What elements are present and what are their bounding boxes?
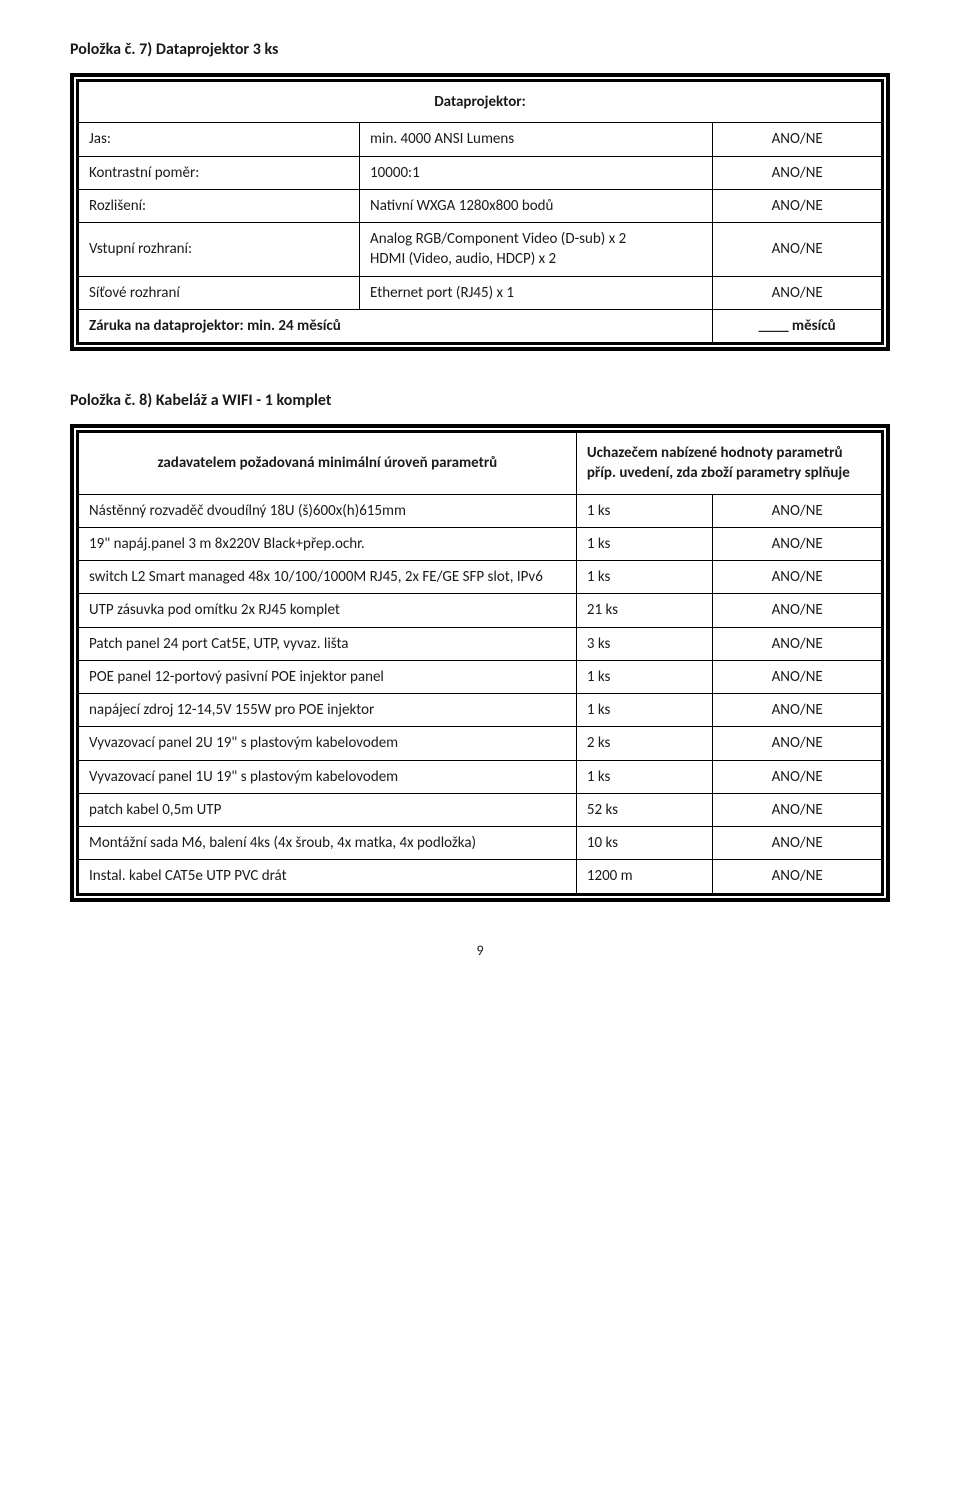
- row-label: 19" napáj.panel 3 m 8x220V Black+přep.oc…: [79, 527, 577, 560]
- row-qty: 1200 m: [576, 860, 713, 893]
- row-label: Vstupní rozhraní:: [79, 223, 360, 277]
- row-qty: 1 ks: [576, 527, 713, 560]
- row-ano: ANO/NE: [713, 189, 882, 222]
- table-row: napájecí zdroj 12-14,5V 155W pro POE inj…: [79, 694, 882, 727]
- kabelaz-table: zadavatelem požadovaná minimální úroveň …: [78, 432, 882, 894]
- table-row: Nástěnný rozvaděč dvoudílný 18U (š)600x(…: [79, 494, 882, 527]
- dataprojektor-table-title: Dataprojektor:: [79, 82, 882, 123]
- table-row: Montážní sada M6, balení 4ks (4x šroub, …: [79, 827, 882, 860]
- table-row: Vyvazovací panel 1U 19" s plastovým kabe…: [79, 760, 882, 793]
- row-ano: ANO/NE: [713, 660, 882, 693]
- row-ano: ANO/NE: [713, 223, 882, 277]
- table-row: UTP zásuvka pod omítku 2x RJ45 komplet 2…: [79, 594, 882, 627]
- row-ano: ANO/NE: [713, 760, 882, 793]
- table-row: Síťové rozhraní Ethernet port (RJ45) x 1…: [79, 276, 882, 309]
- table-row: 19" napáj.panel 3 m 8x220V Black+přep.oc…: [79, 527, 882, 560]
- row-label: Nástěnný rozvaděč dvoudílný 18U (š)600x(…: [79, 494, 577, 527]
- row-value: Ethernet port (RJ45) x 1: [360, 276, 713, 309]
- row-label: Síťové rozhraní: [79, 276, 360, 309]
- row-qty: 10 ks: [576, 827, 713, 860]
- table-row: switch L2 Smart managed 48x 10/100/1000M…: [79, 561, 882, 594]
- row-label: Jas:: [79, 123, 360, 156]
- row-qty: 3 ks: [576, 627, 713, 660]
- row-qty: 1 ks: [576, 494, 713, 527]
- row-ano: ANO/NE: [713, 860, 882, 893]
- row-qty: 1 ks: [576, 660, 713, 693]
- table-row: Kontrastní poměr: 10000:1 ANO/NE: [79, 156, 882, 189]
- table-row: Patch panel 24 port Cat5E, UTP, vyvaz. l…: [79, 627, 882, 660]
- row-ano: ANO/NE: [713, 727, 882, 760]
- row-label: UTP zásuvka pod omítku 2x RJ45 komplet: [79, 594, 577, 627]
- row-ano: ANO/NE: [713, 527, 882, 560]
- row-ano: ANO/NE: [713, 827, 882, 860]
- section2-heading: Položka č. 8) Kabeláž a WIFI - 1 komplet: [70, 391, 890, 410]
- page-number: 9: [70, 942, 890, 959]
- header-left: zadavatelem požadovaná minimální úroveň …: [79, 433, 577, 495]
- table-row: Vyvazovací panel 2U 19" s plastovým kabe…: [79, 727, 882, 760]
- table-row: POE panel 12-portový pasivní POE injekto…: [79, 660, 882, 693]
- row-label: Patch panel 24 port Cat5E, UTP, vyvaz. l…: [79, 627, 577, 660]
- row-ano: ANO/NE: [713, 627, 882, 660]
- kabelaz-table-wrap: zadavatelem požadovaná minimální úroveň …: [70, 424, 890, 902]
- row-qty: 2 ks: [576, 727, 713, 760]
- row-qty: 52 ks: [576, 793, 713, 826]
- table-row: patch kabel 0,5m UTP 52 ks ANO/NE: [79, 793, 882, 826]
- row-label: Kontrastní poměr:: [79, 156, 360, 189]
- row-value: 10000:1: [360, 156, 713, 189]
- row-ano: ANO/NE: [713, 694, 882, 727]
- row-ano: ANO/NE: [713, 594, 882, 627]
- footer-right: ____ měsíců: [713, 309, 882, 342]
- row-qty: 1 ks: [576, 561, 713, 594]
- row-label: Rozlišení:: [79, 189, 360, 222]
- row-qty: 1 ks: [576, 694, 713, 727]
- row-ano: ANO/NE: [713, 156, 882, 189]
- row-ano: ANO/NE: [713, 276, 882, 309]
- table-row: Rozlišení: Nativní WXGA 1280x800 bodů AN…: [79, 189, 882, 222]
- table-footer-row: Záruka na dataprojektor: min. 24 měsíců …: [79, 309, 882, 342]
- dataprojektor-table-wrap: Dataprojektor: Jas: min. 4000 ANSI Lumen…: [70, 73, 890, 351]
- row-label: switch L2 Smart managed 48x 10/100/1000M…: [79, 561, 577, 594]
- row-qty: 21 ks: [576, 594, 713, 627]
- row-value: Analog RGB/Component Video (D-sub) x 2 H…: [360, 223, 713, 277]
- dataprojektor-table: Dataprojektor: Jas: min. 4000 ANSI Lumen…: [78, 81, 882, 343]
- row-value: min. 4000 ANSI Lumens: [360, 123, 713, 156]
- header-right: Uchazečem nabízené hodnoty parametrů pří…: [576, 433, 881, 495]
- table-row: Vstupní rozhraní: Analog RGB/Component V…: [79, 223, 882, 277]
- row-label: Vyvazovací panel 1U 19" s plastovým kabe…: [79, 760, 577, 793]
- row-label: Vyvazovací panel 2U 19" s plastovým kabe…: [79, 727, 577, 760]
- table-row: Instal. kabel CAT5e UTP PVC drát 1200 m …: [79, 860, 882, 893]
- table-row: Jas: min. 4000 ANSI Lumens ANO/NE: [79, 123, 882, 156]
- row-label: napájecí zdroj 12-14,5V 155W pro POE inj…: [79, 694, 577, 727]
- row-label: Instal. kabel CAT5e UTP PVC drát: [79, 860, 577, 893]
- row-label: Montážní sada M6, balení 4ks (4x šroub, …: [79, 827, 577, 860]
- row-ano: ANO/NE: [713, 494, 882, 527]
- section1-heading: Položka č. 7) Dataprojektor 3 ks: [70, 40, 890, 59]
- table-header-row: zadavatelem požadovaná minimální úroveň …: [79, 433, 882, 495]
- row-ano: ANO/NE: [713, 561, 882, 594]
- row-ano: ANO/NE: [713, 123, 882, 156]
- row-qty: 1 ks: [576, 760, 713, 793]
- row-ano: ANO/NE: [713, 793, 882, 826]
- footer-label: Záruka na dataprojektor: min. 24 měsíců: [79, 309, 713, 342]
- row-label: POE panel 12-portový pasivní POE injekto…: [79, 660, 577, 693]
- row-value: Nativní WXGA 1280x800 bodů: [360, 189, 713, 222]
- row-label: patch kabel 0,5m UTP: [79, 793, 577, 826]
